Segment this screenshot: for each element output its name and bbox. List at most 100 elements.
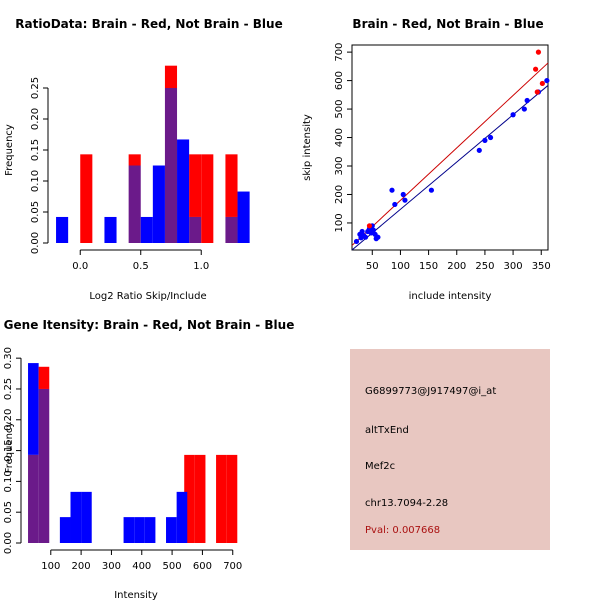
intensity-x-tick-label: 200 bbox=[72, 561, 91, 572]
intensity-bar-brain bbox=[194, 454, 206, 543]
intensity-bar-not-brain bbox=[134, 517, 145, 543]
intensity-y-tick-label: 0.00 bbox=[3, 532, 14, 554]
ratio-bar-not-brain bbox=[152, 165, 165, 243]
ratio-bar-brain bbox=[164, 65, 178, 88]
ratio-y-axis-label: Frequency bbox=[4, 124, 15, 176]
location-text: chr13.7094-2.28 bbox=[365, 498, 449, 509]
intensity-bar-not-brain bbox=[70, 491, 82, 543]
scatter-point-not-brain bbox=[353, 238, 360, 245]
ratio-y-tick-label: 0.10 bbox=[30, 170, 41, 192]
scatter-x-tick-label: 300 bbox=[504, 261, 523, 272]
intensity-y-tick-label: 0.25 bbox=[3, 378, 14, 400]
scatter-y-axis-label: skip intensity bbox=[302, 114, 313, 181]
scatter-y-tick-label: 100 bbox=[334, 213, 345, 232]
intensity-bar-brain bbox=[226, 454, 238, 543]
scatter-point-not-brain bbox=[362, 234, 369, 240]
scatter-y-tick-label: 600 bbox=[334, 71, 345, 90]
ratio-bar-not-brain bbox=[237, 191, 250, 243]
ratio-chart-title: RatioData: Brain - Red, Not Brain - Blue bbox=[15, 17, 282, 31]
scatter-fit-line-not-brain bbox=[351, 85, 549, 251]
ratio-y-tick-label: 0.25 bbox=[30, 77, 41, 99]
intensity-bar-brain bbox=[38, 366, 50, 389]
scatter-point-brain bbox=[539, 80, 545, 87]
scatter-point-not-brain bbox=[402, 197, 408, 203]
scatter-fit-line-brain bbox=[351, 62, 549, 246]
scatter-x-tick-label: 100 bbox=[391, 261, 410, 272]
intensity-x-tick-label: 600 bbox=[193, 561, 212, 572]
intensity-bar-not-brain bbox=[123, 517, 135, 543]
intensity-x-tick-label: 500 bbox=[163, 561, 182, 572]
intensity-chart-title: Gene Itensity: Brain - Red, Not Brain - … bbox=[4, 318, 295, 332]
gene-name-text: Mef2c bbox=[365, 461, 396, 472]
ratio-bar-overlap bbox=[128, 165, 141, 243]
scatter-plot-frame bbox=[351, 44, 549, 251]
ratio-bar-overlap bbox=[189, 216, 202, 243]
scatter-y-tick-label: 300 bbox=[334, 156, 345, 175]
scatter-x-tick-label: 200 bbox=[447, 261, 466, 272]
scatter-point-not-brain bbox=[521, 106, 527, 112]
probe-id-text: G6899773@J917497@i_at bbox=[365, 386, 497, 397]
intensity-y-tick-label: 0.20 bbox=[3, 409, 14, 431]
intensity-bar-not-brain bbox=[166, 517, 177, 543]
scatter-point-not-brain bbox=[359, 228, 365, 235]
event-type-text: altTxEnd bbox=[365, 425, 409, 436]
intensity-y-tick-label: 0.05 bbox=[3, 501, 14, 523]
intensity-bar-overlap bbox=[38, 388, 50, 543]
ratio-bar-brain bbox=[201, 154, 214, 243]
ratio-bar-brain bbox=[80, 154, 93, 243]
scatter-y-tick-label: 700 bbox=[334, 43, 345, 62]
scatter-chart-title: Brain - Red, Not Brain - Blue bbox=[352, 17, 543, 31]
ratio-bar-brain bbox=[189, 154, 202, 217]
intensity-bar-overlap bbox=[28, 454, 39, 543]
scatter-point-brain bbox=[535, 49, 542, 55]
ratio-bar-not-brain bbox=[177, 139, 190, 243]
scatter-point-brain bbox=[366, 223, 373, 229]
intensity-y-tick-label: 0.30 bbox=[3, 347, 14, 369]
scatter-y-tick-label: 500 bbox=[334, 100, 345, 119]
intensity-x-tick-label: 700 bbox=[223, 561, 242, 572]
scatter-y-tick-label: 400 bbox=[334, 128, 345, 147]
ratio-bar-brain bbox=[225, 154, 238, 217]
scatter-x-axis-label: include intensity bbox=[409, 291, 492, 302]
ratio-bar-not-brain bbox=[56, 216, 69, 243]
ratio-x-tick-label: 1.0 bbox=[193, 261, 209, 272]
intensity-y-tick-label: 0.10 bbox=[3, 470, 14, 492]
intensity-bar-not-brain bbox=[144, 517, 156, 543]
ratio-bar-brain bbox=[128, 154, 141, 166]
scatter-x-tick-label: 350 bbox=[532, 261, 551, 272]
intensity-x-tick-label: 400 bbox=[132, 561, 151, 572]
scatter-point-not-brain bbox=[389, 187, 395, 193]
info-panel: G6899773@J917497@i_at altTxEnd Mef2c chr… bbox=[350, 349, 550, 550]
intensity-x-tick-label: 100 bbox=[41, 561, 60, 572]
scatter-point-not-brain bbox=[392, 201, 398, 208]
scatter-point-not-brain bbox=[375, 234, 381, 240]
scatter-point-not-brain bbox=[428, 187, 435, 193]
scatter-point-brain bbox=[534, 89, 540, 95]
scatter-point-not-brain bbox=[370, 227, 377, 233]
ratio-y-tick-label: 0.05 bbox=[30, 201, 41, 223]
intensity-bar-brain bbox=[184, 454, 195, 543]
intensity-x-tick-label: 300 bbox=[102, 561, 121, 572]
scatter-x-tick-label: 250 bbox=[475, 261, 494, 272]
scatter-point-not-brain bbox=[487, 134, 494, 141]
ratio-y-tick-label: 0.15 bbox=[30, 139, 41, 161]
intensity-x-axis-label: Intensity bbox=[114, 590, 158, 600]
ratio-x-tick-label: 0.5 bbox=[133, 261, 149, 272]
scatter-x-tick-label: 50 bbox=[366, 261, 379, 272]
ratio-bar-not-brain bbox=[140, 216, 153, 243]
scatter-point-not-brain bbox=[482, 137, 488, 143]
ratio-x-axis-label: Log2 Ratio Skip/Include bbox=[89, 291, 206, 302]
ratio-bar-overlap bbox=[225, 216, 238, 243]
intensity-bar-brain bbox=[216, 454, 227, 543]
scatter-point-not-brain bbox=[400, 191, 406, 198]
ratio-bar-overlap bbox=[164, 88, 178, 243]
ratio-y-tick-label: 0.00 bbox=[30, 232, 41, 254]
scatter-y-tick-label: 200 bbox=[334, 185, 345, 204]
pval-text: Pval: 0.007668 bbox=[365, 525, 441, 536]
scatter-point-not-brain bbox=[524, 97, 530, 104]
ratio-x-tick-label: 0.0 bbox=[72, 261, 88, 272]
ratio-bar-not-brain bbox=[104, 216, 117, 243]
intensity-y-tick-label: 0.15 bbox=[3, 439, 14, 461]
